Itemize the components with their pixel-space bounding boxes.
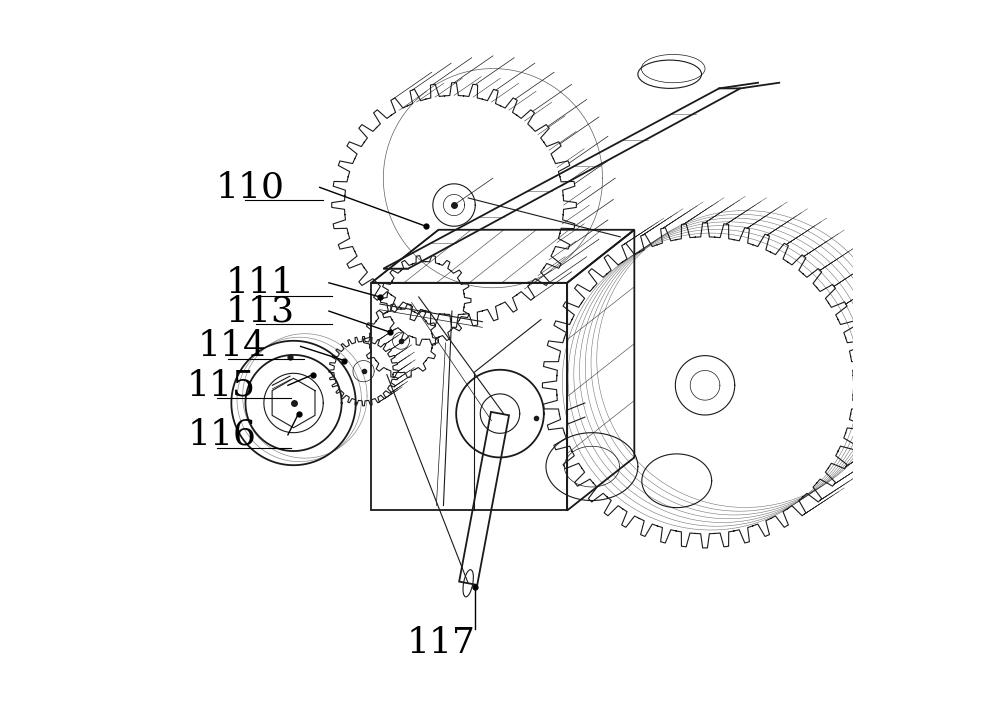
Text: 117: 117 [406,626,475,660]
Text: 116: 116 [187,418,256,452]
Text: 114: 114 [198,329,267,363]
Text: 113: 113 [226,294,295,328]
Text: 110: 110 [215,170,284,204]
Text: 115: 115 [187,368,256,402]
Text: 111: 111 [226,266,295,300]
